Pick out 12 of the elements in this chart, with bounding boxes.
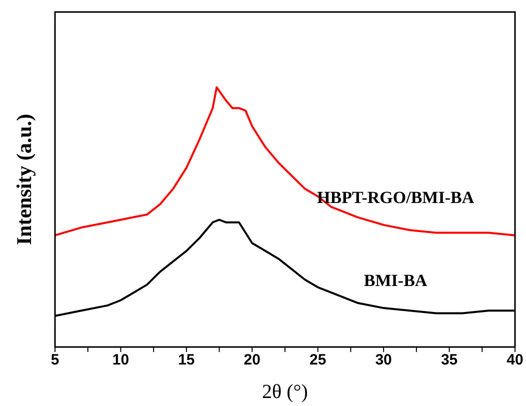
x-tick-label: 40 bbox=[506, 352, 524, 369]
y-axis-title: Intensity (a.u.) bbox=[12, 114, 36, 246]
series-label: BMI-BA bbox=[364, 271, 428, 290]
series-label: HBPT-RGO/BMI-BA bbox=[317, 188, 475, 207]
x-tick-label: 10 bbox=[112, 352, 130, 369]
x-tick-label: 30 bbox=[375, 352, 392, 369]
x-tick-label: 20 bbox=[244, 352, 260, 369]
x-tick-label: 35 bbox=[440, 352, 458, 369]
x-tick-label: 25 bbox=[310, 352, 326, 369]
x-tick-label: 5 bbox=[50, 352, 60, 369]
x-axis-title: 2θ (°) bbox=[262, 381, 308, 403]
x-tick-label: 15 bbox=[178, 352, 195, 369]
